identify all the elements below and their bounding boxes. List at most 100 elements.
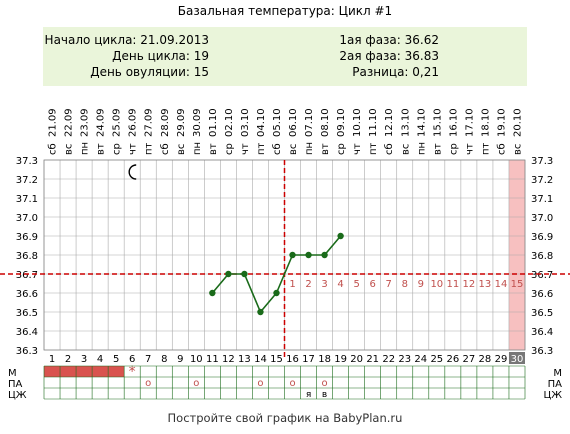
cycle-start: Начало цикла: 21.09.2013 bbox=[44, 33, 209, 47]
date-label: 30.09 bbox=[192, 108, 203, 137]
post-ovulation-day-label: 12 bbox=[463, 279, 476, 290]
temperature-point[interactable] bbox=[209, 289, 216, 297]
star-icon: * bbox=[129, 364, 136, 380]
date-label: 10.10 bbox=[352, 108, 363, 137]
weekday-label: пн bbox=[416, 142, 427, 155]
day-number-label: 30 bbox=[511, 354, 524, 365]
temperature-point[interactable] bbox=[305, 251, 312, 259]
date-label: 09.10 bbox=[336, 108, 347, 137]
temperature-point[interactable] bbox=[241, 270, 248, 278]
post-ovulation-day-label: 2 bbox=[305, 279, 311, 290]
menses-cell[interactable] bbox=[92, 366, 109, 377]
row-label-right: ЦЖ bbox=[543, 390, 562, 401]
pa-mark: о bbox=[322, 378, 328, 389]
weekday-label: вс bbox=[288, 144, 299, 155]
day-number-label: 3 bbox=[81, 354, 87, 365]
y-tick-label-left: 36.9 bbox=[16, 232, 38, 243]
day-number-label: 4 bbox=[97, 354, 103, 365]
weekday-label: пн bbox=[80, 142, 91, 155]
date-label: 06.10 bbox=[288, 108, 299, 137]
day-number-label: 7 bbox=[145, 354, 151, 365]
y-tick-label-right: 37.2 bbox=[531, 175, 553, 186]
day-number-label: 14 bbox=[254, 354, 267, 365]
row-label-left: М bbox=[8, 368, 17, 379]
y-tick-label-left: 36.8 bbox=[16, 251, 38, 262]
y-tick-label-left: 37.3 bbox=[16, 156, 38, 167]
y-tick-label-right: 36.6 bbox=[531, 289, 553, 300]
row-label-left: ПА bbox=[8, 379, 23, 390]
date-label: 23.09 bbox=[80, 108, 91, 137]
date-label: 14.10 bbox=[416, 108, 427, 137]
post-ovulation-day-label: 9 bbox=[418, 279, 424, 290]
day-number-label: 19 bbox=[334, 354, 347, 365]
y-tick-label-right: 36.9 bbox=[531, 232, 553, 243]
weekday-label: чт bbox=[128, 143, 139, 155]
y-tick-label-left: 37.1 bbox=[16, 194, 38, 205]
weekday-label: пт bbox=[144, 142, 155, 155]
day-number-label: 26 bbox=[446, 354, 459, 365]
menses-cell[interactable] bbox=[60, 366, 77, 377]
temperature-point[interactable] bbox=[273, 289, 280, 297]
weekday-label: вт bbox=[320, 143, 331, 155]
date-label: 16.10 bbox=[448, 108, 459, 137]
post-ovulation-day-label: 14 bbox=[495, 279, 508, 290]
date-label: 05.10 bbox=[272, 108, 283, 137]
y-tick-label-right: 36.7 bbox=[531, 270, 553, 281]
y-tick-label-left: 37.0 bbox=[16, 213, 38, 224]
date-label: 08.10 bbox=[320, 108, 331, 137]
day-number-label: 10 bbox=[190, 354, 203, 365]
weekday-label: ср bbox=[336, 143, 347, 155]
post-ovulation-day-label: 1 bbox=[289, 279, 295, 290]
temperature-point[interactable] bbox=[337, 232, 344, 240]
weekday-label: пт bbox=[256, 142, 267, 155]
weekday-label: вс bbox=[64, 144, 75, 155]
weekday-label: ср bbox=[448, 143, 459, 155]
day-number-label: 15 bbox=[270, 354, 283, 365]
date-label: 12.10 bbox=[384, 108, 395, 137]
y-tick-label-right: 36.3 bbox=[531, 346, 553, 357]
date-label: 02.10 bbox=[224, 108, 235, 137]
weekday-label: чт bbox=[464, 143, 475, 155]
y-tick-label-right: 37.0 bbox=[531, 213, 553, 224]
date-label: 17.10 bbox=[464, 108, 475, 137]
temperature-point[interactable] bbox=[225, 270, 232, 278]
weekday-label: вт bbox=[96, 143, 107, 155]
day-number-label: 17 bbox=[302, 354, 315, 365]
temperature-point[interactable] bbox=[321, 251, 328, 259]
day-number-label: 12 bbox=[222, 354, 235, 365]
post-ovulation-day-label: 3 bbox=[321, 279, 327, 290]
date-label: 18.10 bbox=[480, 108, 491, 137]
day-number-label: 11 bbox=[206, 354, 219, 365]
temperature-point[interactable] bbox=[289, 251, 296, 259]
y-tick-label-right: 37.1 bbox=[531, 194, 553, 205]
footer-link[interactable]: Постройте свой график на BabyPlan.ru bbox=[167, 411, 403, 425]
day-number-label: 13 bbox=[238, 354, 251, 365]
menses-cell[interactable] bbox=[44, 366, 61, 377]
pa-mark: о bbox=[145, 378, 151, 389]
weekday-label: сб bbox=[496, 143, 507, 155]
date-label: 28.09 bbox=[160, 108, 171, 137]
cm-mark: я bbox=[306, 390, 311, 400]
temperature-point[interactable] bbox=[257, 308, 264, 316]
weekday-label: сб bbox=[384, 143, 395, 155]
day-number-label: 28 bbox=[479, 354, 492, 365]
ovulation-day: День овуляции: 15 bbox=[90, 65, 209, 79]
menses-cell[interactable] bbox=[76, 366, 93, 377]
y-tick-label-left: 36.7 bbox=[16, 270, 38, 281]
y-tick-label-left: 36.5 bbox=[16, 308, 38, 319]
y-tick-label-left: 36.3 bbox=[16, 346, 38, 357]
cm-mark: в bbox=[322, 390, 327, 400]
menses-cell[interactable] bbox=[108, 366, 125, 377]
highlight-day-marker bbox=[508, 352, 525, 364]
post-ovulation-day-label: 6 bbox=[369, 279, 375, 290]
day-number-label: 21 bbox=[366, 354, 379, 365]
date-label: 20.10 bbox=[512, 108, 523, 137]
post-ovulation-day-label: 7 bbox=[386, 279, 392, 290]
day-number-label: 24 bbox=[414, 354, 427, 365]
row-label-right: М bbox=[553, 368, 562, 379]
post-ovulation-day-label: 15 bbox=[511, 279, 524, 290]
cycle-info-panel: Начало цикла: 21.09.2013 День цикла: 19 … bbox=[43, 27, 527, 86]
weekday-label: пн bbox=[304, 142, 315, 155]
weekday-label: ср bbox=[224, 143, 235, 155]
